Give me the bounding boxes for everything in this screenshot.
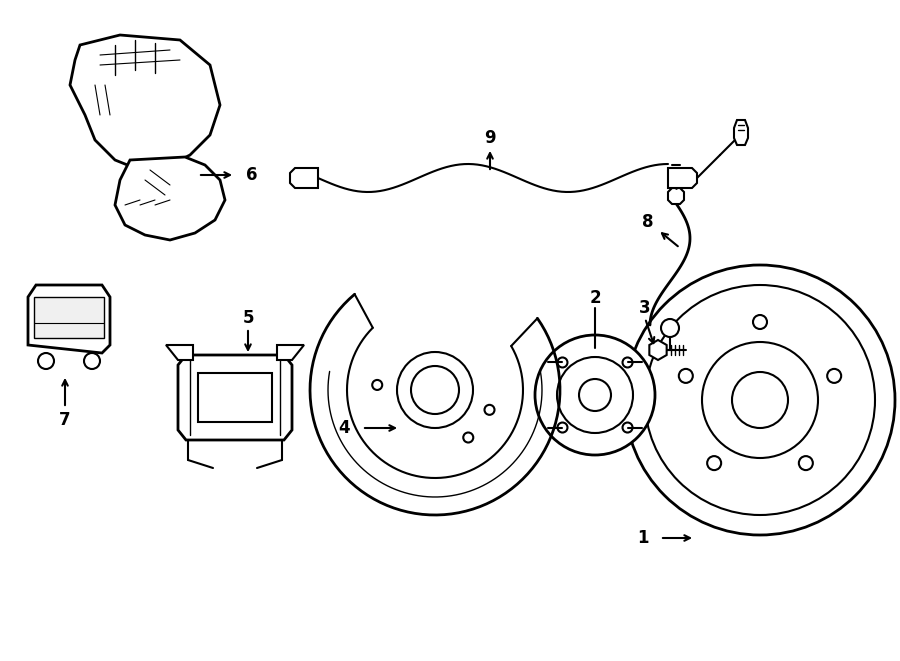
Circle shape bbox=[557, 422, 568, 432]
Polygon shape bbox=[668, 188, 684, 204]
Text: 5: 5 bbox=[242, 309, 254, 327]
Circle shape bbox=[645, 285, 875, 515]
Text: 7: 7 bbox=[59, 411, 71, 429]
Text: 6: 6 bbox=[246, 166, 257, 184]
Polygon shape bbox=[178, 355, 292, 440]
Circle shape bbox=[557, 358, 568, 368]
Circle shape bbox=[397, 352, 473, 428]
Polygon shape bbox=[166, 345, 193, 360]
Circle shape bbox=[535, 335, 655, 455]
Circle shape bbox=[484, 405, 494, 415]
Circle shape bbox=[373, 380, 382, 390]
Circle shape bbox=[579, 379, 611, 411]
Circle shape bbox=[799, 456, 813, 470]
Polygon shape bbox=[70, 35, 220, 170]
Circle shape bbox=[557, 357, 633, 433]
Polygon shape bbox=[668, 168, 697, 188]
Polygon shape bbox=[290, 168, 318, 188]
Circle shape bbox=[623, 422, 633, 432]
Polygon shape bbox=[198, 373, 272, 422]
Circle shape bbox=[625, 265, 895, 535]
Circle shape bbox=[38, 353, 54, 369]
Text: 1: 1 bbox=[637, 529, 649, 547]
Polygon shape bbox=[28, 285, 110, 353]
Polygon shape bbox=[277, 345, 304, 360]
Polygon shape bbox=[649, 340, 667, 360]
Circle shape bbox=[679, 369, 693, 383]
Circle shape bbox=[753, 315, 767, 329]
Text: 2: 2 bbox=[590, 289, 601, 307]
Polygon shape bbox=[115, 157, 225, 240]
Circle shape bbox=[702, 342, 818, 458]
Text: 3: 3 bbox=[639, 299, 651, 317]
Circle shape bbox=[623, 358, 633, 368]
Polygon shape bbox=[34, 297, 104, 338]
Circle shape bbox=[84, 353, 100, 369]
Circle shape bbox=[732, 372, 788, 428]
Text: 9: 9 bbox=[484, 129, 496, 147]
Circle shape bbox=[411, 366, 459, 414]
Circle shape bbox=[464, 432, 473, 442]
Circle shape bbox=[827, 369, 842, 383]
Polygon shape bbox=[734, 120, 748, 145]
Circle shape bbox=[707, 456, 721, 470]
Text: 4: 4 bbox=[338, 419, 350, 437]
Circle shape bbox=[661, 319, 679, 337]
Text: 8: 8 bbox=[643, 213, 653, 231]
